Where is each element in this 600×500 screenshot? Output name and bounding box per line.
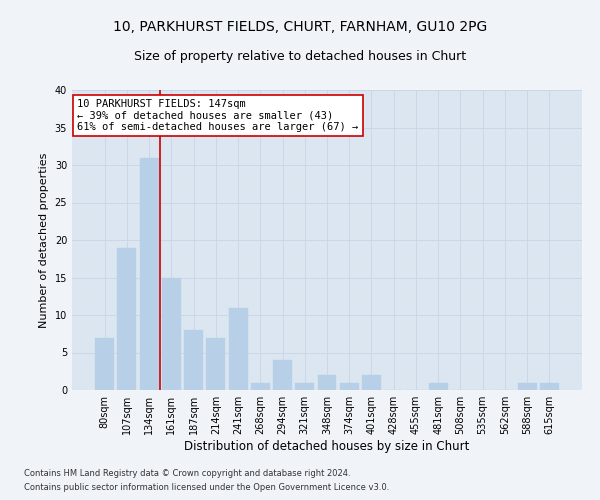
Bar: [429, 382, 448, 390]
Bar: [118, 248, 136, 390]
Bar: [251, 382, 270, 390]
Bar: [184, 330, 203, 390]
Bar: [273, 360, 292, 390]
Text: Size of property relative to detached houses in Churt: Size of property relative to detached ho…: [134, 50, 466, 63]
Bar: [540, 382, 559, 390]
Bar: [340, 382, 359, 390]
Bar: [229, 308, 248, 390]
Bar: [295, 382, 314, 390]
Bar: [317, 375, 337, 390]
Text: 10, PARKHURST FIELDS, CHURT, FARNHAM, GU10 2PG: 10, PARKHURST FIELDS, CHURT, FARNHAM, GU…: [113, 20, 487, 34]
Text: Contains HM Land Registry data © Crown copyright and database right 2024.: Contains HM Land Registry data © Crown c…: [24, 468, 350, 477]
Bar: [362, 375, 381, 390]
X-axis label: Distribution of detached houses by size in Churt: Distribution of detached houses by size …: [184, 440, 470, 453]
Bar: [95, 338, 114, 390]
Bar: [206, 338, 225, 390]
Bar: [140, 158, 158, 390]
Bar: [162, 278, 181, 390]
Text: 10 PARKHURST FIELDS: 147sqm
← 39% of detached houses are smaller (43)
61% of sem: 10 PARKHURST FIELDS: 147sqm ← 39% of det…: [77, 99, 358, 132]
Y-axis label: Number of detached properties: Number of detached properties: [39, 152, 49, 328]
Text: Contains public sector information licensed under the Open Government Licence v3: Contains public sector information licen…: [24, 484, 389, 492]
Bar: [518, 382, 536, 390]
